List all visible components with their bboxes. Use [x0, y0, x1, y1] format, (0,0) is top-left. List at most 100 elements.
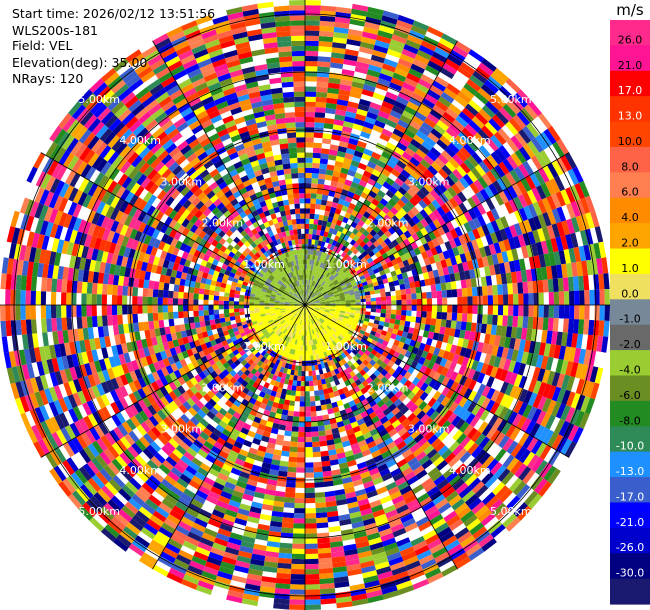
velocity-gate [97, 488, 111, 503]
velocity-gate [18, 349, 27, 366]
velocity-gate [324, 210, 330, 217]
velocity-gate [429, 108, 443, 120]
velocity-gate [297, 308, 302, 313]
velocity-gate [532, 201, 543, 216]
velocity-gate [297, 334, 301, 341]
velocity-gate [336, 421, 345, 428]
velocity-gate [350, 325, 357, 331]
velocity-gate [282, 334, 288, 341]
velocity-gate [357, 383, 365, 391]
velocity-gate [399, 225, 408, 234]
velocity-gate [407, 227, 416, 236]
velocity-gate [61, 305, 67, 318]
velocity-gate [279, 344, 285, 351]
velocity-gate [350, 297, 356, 301]
velocity-gate [335, 6, 352, 14]
velocity-gate [361, 512, 375, 521]
velocity-gate [479, 188, 490, 201]
velocity-gate [379, 334, 386, 341]
velocity-gate [342, 418, 351, 426]
velocity-gate [369, 315, 376, 320]
velocity-gate [378, 155, 389, 165]
velocity-gate [305, 426, 312, 433]
velocity-gate [463, 158, 475, 171]
velocity-gate [385, 309, 392, 314]
velocity-gate [320, 289, 326, 293]
velocity-gate [308, 335, 311, 341]
velocity-gate [325, 307, 331, 309]
velocity-gate [393, 100, 407, 111]
velocity-gate [206, 410, 216, 420]
velocity-gate [425, 533, 440, 546]
velocity-gate [230, 336, 238, 342]
velocity-gate [194, 471, 206, 482]
velocity-gate [399, 385, 408, 394]
velocity-gate [207, 398, 217, 407]
velocity-gate [290, 574, 305, 580]
velocity-gate [290, 343, 295, 350]
velocity-gate [86, 293, 92, 305]
velocity-gate [553, 305, 560, 319]
velocity-gate [345, 491, 357, 499]
velocity-gate [344, 334, 351, 341]
velocity-gate [54, 414, 65, 430]
velocity-gate [161, 367, 170, 377]
velocity-gate [235, 318, 242, 324]
velocity-gate [270, 515, 283, 523]
velocity-gate [318, 173, 326, 180]
velocity-gate [268, 395, 276, 402]
velocity-gate [241, 598, 259, 607]
velocity-gate [276, 572, 291, 580]
velocity-gate [336, 219, 343, 227]
velocity-gate [590, 382, 600, 400]
velocity-gate [286, 310, 292, 314]
velocity-gate [167, 311, 174, 320]
velocity-gate [377, 338, 384, 345]
velocity-gate [237, 550, 253, 559]
velocity-gate [427, 165, 438, 176]
velocity-gate [210, 386, 219, 395]
velocity-gate [335, 350, 341, 357]
velocity-gate [87, 413, 99, 427]
velocity-gate [547, 162, 559, 179]
velocity-gate [471, 194, 482, 206]
velocity-gate [305, 244, 309, 250]
velocity-gate [441, 213, 451, 224]
velocity-gate [394, 390, 404, 399]
velocity-gate [330, 546, 344, 553]
velocity-gate [233, 301, 239, 305]
velocity-gate [284, 430, 292, 437]
velocity-gate [240, 373, 248, 381]
velocity-gate [436, 555, 453, 568]
velocity-gate [374, 194, 383, 203]
velocity-gate [450, 256, 458, 266]
velocity-gate [349, 328, 355, 333]
velocity-gate [391, 223, 400, 232]
velocity-gate [369, 445, 379, 454]
velocity-gate [444, 274, 451, 283]
velocity-gate [330, 62, 344, 69]
velocity-gate [237, 337, 244, 344]
velocity-gate [119, 436, 132, 449]
velocity-gate [478, 436, 491, 449]
velocity-gate [329, 297, 335, 300]
velocity-gate [445, 378, 455, 389]
velocity-gate [419, 236, 428, 245]
velocity-gate [87, 374, 97, 387]
velocity-gate [327, 387, 334, 394]
velocity-gate [381, 15, 398, 25]
velocity-gate [323, 480, 334, 487]
velocity-gate [518, 305, 524, 317]
velocity-gate [244, 313, 251, 318]
velocity-gate [429, 55, 445, 68]
velocity-gate [393, 398, 403, 407]
velocity-gate [481, 424, 493, 437]
velocity-gate [251, 355, 258, 362]
velocity-gate [317, 267, 322, 273]
velocity-gate [335, 308, 341, 311]
velocity-gate [247, 516, 260, 524]
velocity-gate [596, 335, 604, 352]
velocity-gate [383, 542, 398, 552]
velocity-gate [305, 218, 310, 224]
velocity-gate [240, 359, 248, 367]
